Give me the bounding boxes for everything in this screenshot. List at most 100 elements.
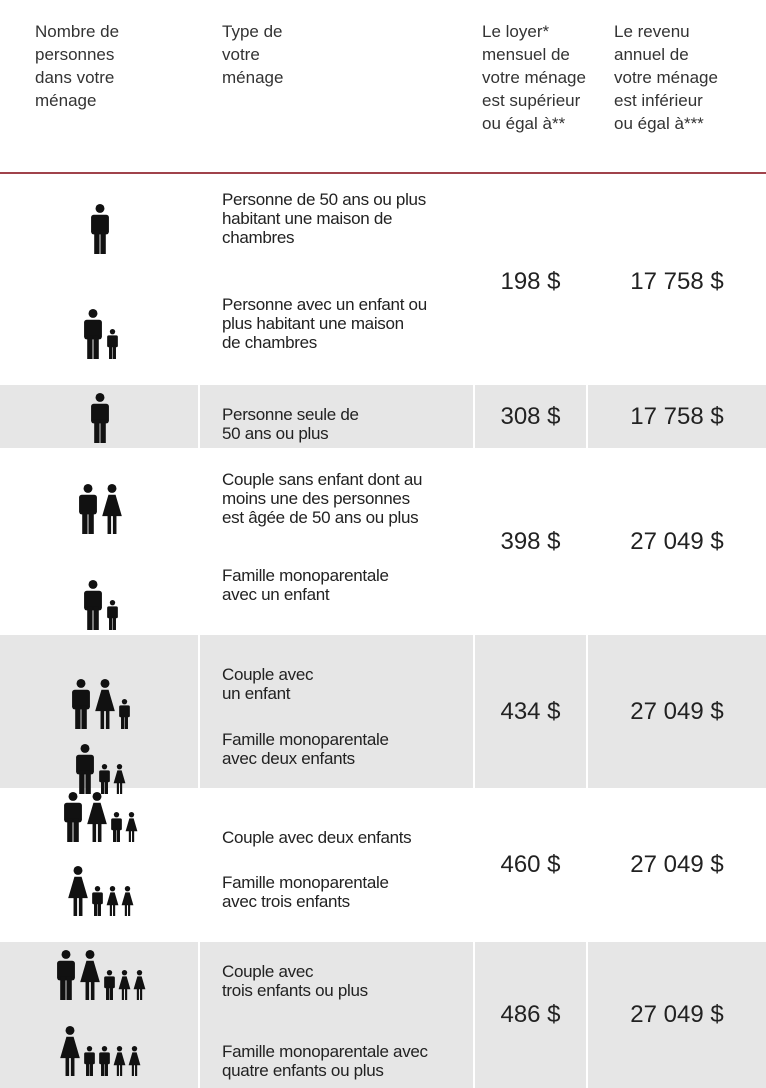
table-row: Couple avec deux enfants Famille monopare… — [0, 788, 766, 942]
text-line: Couple avec — [222, 962, 314, 981]
table-row: Personne seule de 50 ans ou plus 308 $ 17 7… — [0, 385, 766, 448]
pictogram — [0, 580, 200, 630]
table-cell: 198 $ — [475, 178, 586, 385]
pictogram — [0, 393, 200, 443]
woman-icon — [128, 1046, 141, 1076]
man-icon — [91, 886, 103, 916]
table-cell: 27 049 $ — [588, 448, 766, 635]
pictogram — [0, 866, 200, 916]
text-line: Famille monoparentale — [222, 566, 389, 585]
text-line: trois enfants ou plus — [222, 981, 368, 1000]
text-line: chambres — [222, 228, 295, 247]
table-cell: Couple avec deux enfants Famille monopare… — [200, 788, 473, 942]
rent-value: 308 $ — [500, 402, 561, 430]
table-cell — [0, 448, 198, 635]
woman-icon — [133, 970, 145, 1000]
text-line: avec trois enfants — [222, 892, 350, 911]
income-value: 27 049 $ — [630, 1001, 724, 1028]
description: Personne avec un enfant ou plus habitant … — [222, 295, 427, 352]
table-row: Personne de 50 ans ou plus habitant une m… — [0, 178, 766, 385]
woman-icon — [113, 764, 126, 794]
table-cell — [0, 788, 198, 942]
table-cell: Personne seule de 50 ans ou plus — [200, 385, 473, 448]
rent-value: 398 $ — [500, 527, 561, 555]
text-line: ménage — [35, 91, 97, 110]
table-cell: 460 $ — [475, 788, 586, 942]
text-line: dans votre — [35, 68, 115, 87]
description: Couple avec trois enfants ou plus — [222, 962, 368, 1000]
header-col: Nombre de personnes dans votre ménage — [35, 20, 119, 112]
text-line: est supérieur — [482, 91, 581, 110]
table-cell: 434 $ — [475, 635, 586, 788]
table-cell: Personne de 50 ans ou plus habitant une m… — [200, 178, 473, 385]
text-line: mensuel de — [482, 45, 570, 64]
description: Personne seule de 50 ans ou plus — [222, 405, 359, 443]
table-cell: 17 758 $ — [588, 178, 766, 385]
man-icon — [71, 679, 90, 729]
table-cell: 486 $ — [475, 942, 586, 1088]
woman-icon — [79, 950, 100, 1000]
table-cell: 17 758 $ — [588, 385, 766, 448]
description: Couple avec deux enfants — [222, 828, 412, 847]
woman-icon — [125, 812, 138, 842]
text-line: votre — [222, 45, 260, 64]
man-icon — [79, 484, 97, 534]
text-line: Nombre de — [35, 22, 120, 41]
woman-icon — [87, 792, 107, 842]
woman-icon — [67, 866, 88, 916]
man-icon — [76, 744, 94, 794]
text-line: avec un enfant — [222, 585, 330, 604]
header-rule — [0, 172, 766, 174]
text-line: Le revenu — [614, 22, 690, 41]
man-icon — [64, 792, 82, 842]
description: Famille monoparentale avec quatre enfants… — [222, 1042, 428, 1080]
man-icon — [56, 950, 75, 1000]
text-line: votre ménage — [482, 68, 586, 87]
pictogram — [0, 679, 200, 729]
text-line: Couple sans enfant dont au — [222, 470, 423, 489]
text-line: Famille monoparentale — [222, 730, 389, 749]
pictogram — [0, 1026, 200, 1076]
description: Couple avec un enfant — [222, 665, 314, 703]
header-col: Le revenu annuel de votre ménage est inféri… — [614, 20, 718, 135]
pictogram — [0, 309, 200, 359]
income-value: 17 758 $ — [630, 402, 724, 430]
text-line: annuel de — [614, 45, 689, 64]
text-line: de chambres — [222, 333, 317, 352]
pictogram — [0, 792, 200, 842]
rent-value: 434 $ — [500, 697, 561, 725]
rent-value: 198 $ — [500, 267, 561, 295]
text-line: Le loyer* — [482, 22, 550, 41]
table-row: Couple avec trois enfants ou plus Famille … — [0, 942, 766, 1088]
text-line: ou égal à*** — [614, 114, 704, 133]
woman-icon — [60, 1026, 80, 1076]
pictogram — [0, 484, 200, 534]
table-cell: 27 049 $ — [588, 635, 766, 788]
description: Couple sans enfant dont au moins une des … — [222, 470, 422, 527]
man-icon — [84, 1046, 95, 1076]
woman-icon — [121, 886, 133, 916]
text-line: Couple avec — [222, 665, 314, 684]
text-line: votre ménage — [614, 68, 718, 87]
pictogram — [0, 950, 200, 1000]
text-line: habitant une maison de — [222, 209, 393, 228]
man-icon — [106, 600, 118, 630]
woman-icon — [106, 886, 118, 916]
description: Famille monoparentale avec un enfant — [222, 566, 389, 604]
text-line: avec deux enfants — [222, 749, 355, 768]
table-row: Couple sans enfant dont au moins une des … — [0, 448, 766, 635]
table-cell — [0, 385, 198, 448]
income-value: 27 049 $ — [630, 527, 724, 555]
text-line: quatre enfants ou plus — [222, 1061, 384, 1080]
man-icon — [91, 204, 109, 254]
text-line: Personne de 50 ans ou plus — [222, 190, 426, 209]
man-icon — [91, 393, 109, 443]
table-row: Couple avec un enfant Famille monoparental… — [0, 635, 766, 794]
text-line: 50 ans ou plus — [222, 424, 329, 443]
table-cell: 398 $ — [475, 448, 586, 635]
text-line: Personne seule de — [222, 405, 359, 424]
header-col: Le loyer* mensuel de votre ménage est supér… — [482, 20, 586, 135]
woman-icon — [102, 484, 122, 534]
table-cell: Couple sans enfant dont au moins une des … — [200, 448, 473, 635]
rent-value: 460 $ — [500, 851, 561, 878]
